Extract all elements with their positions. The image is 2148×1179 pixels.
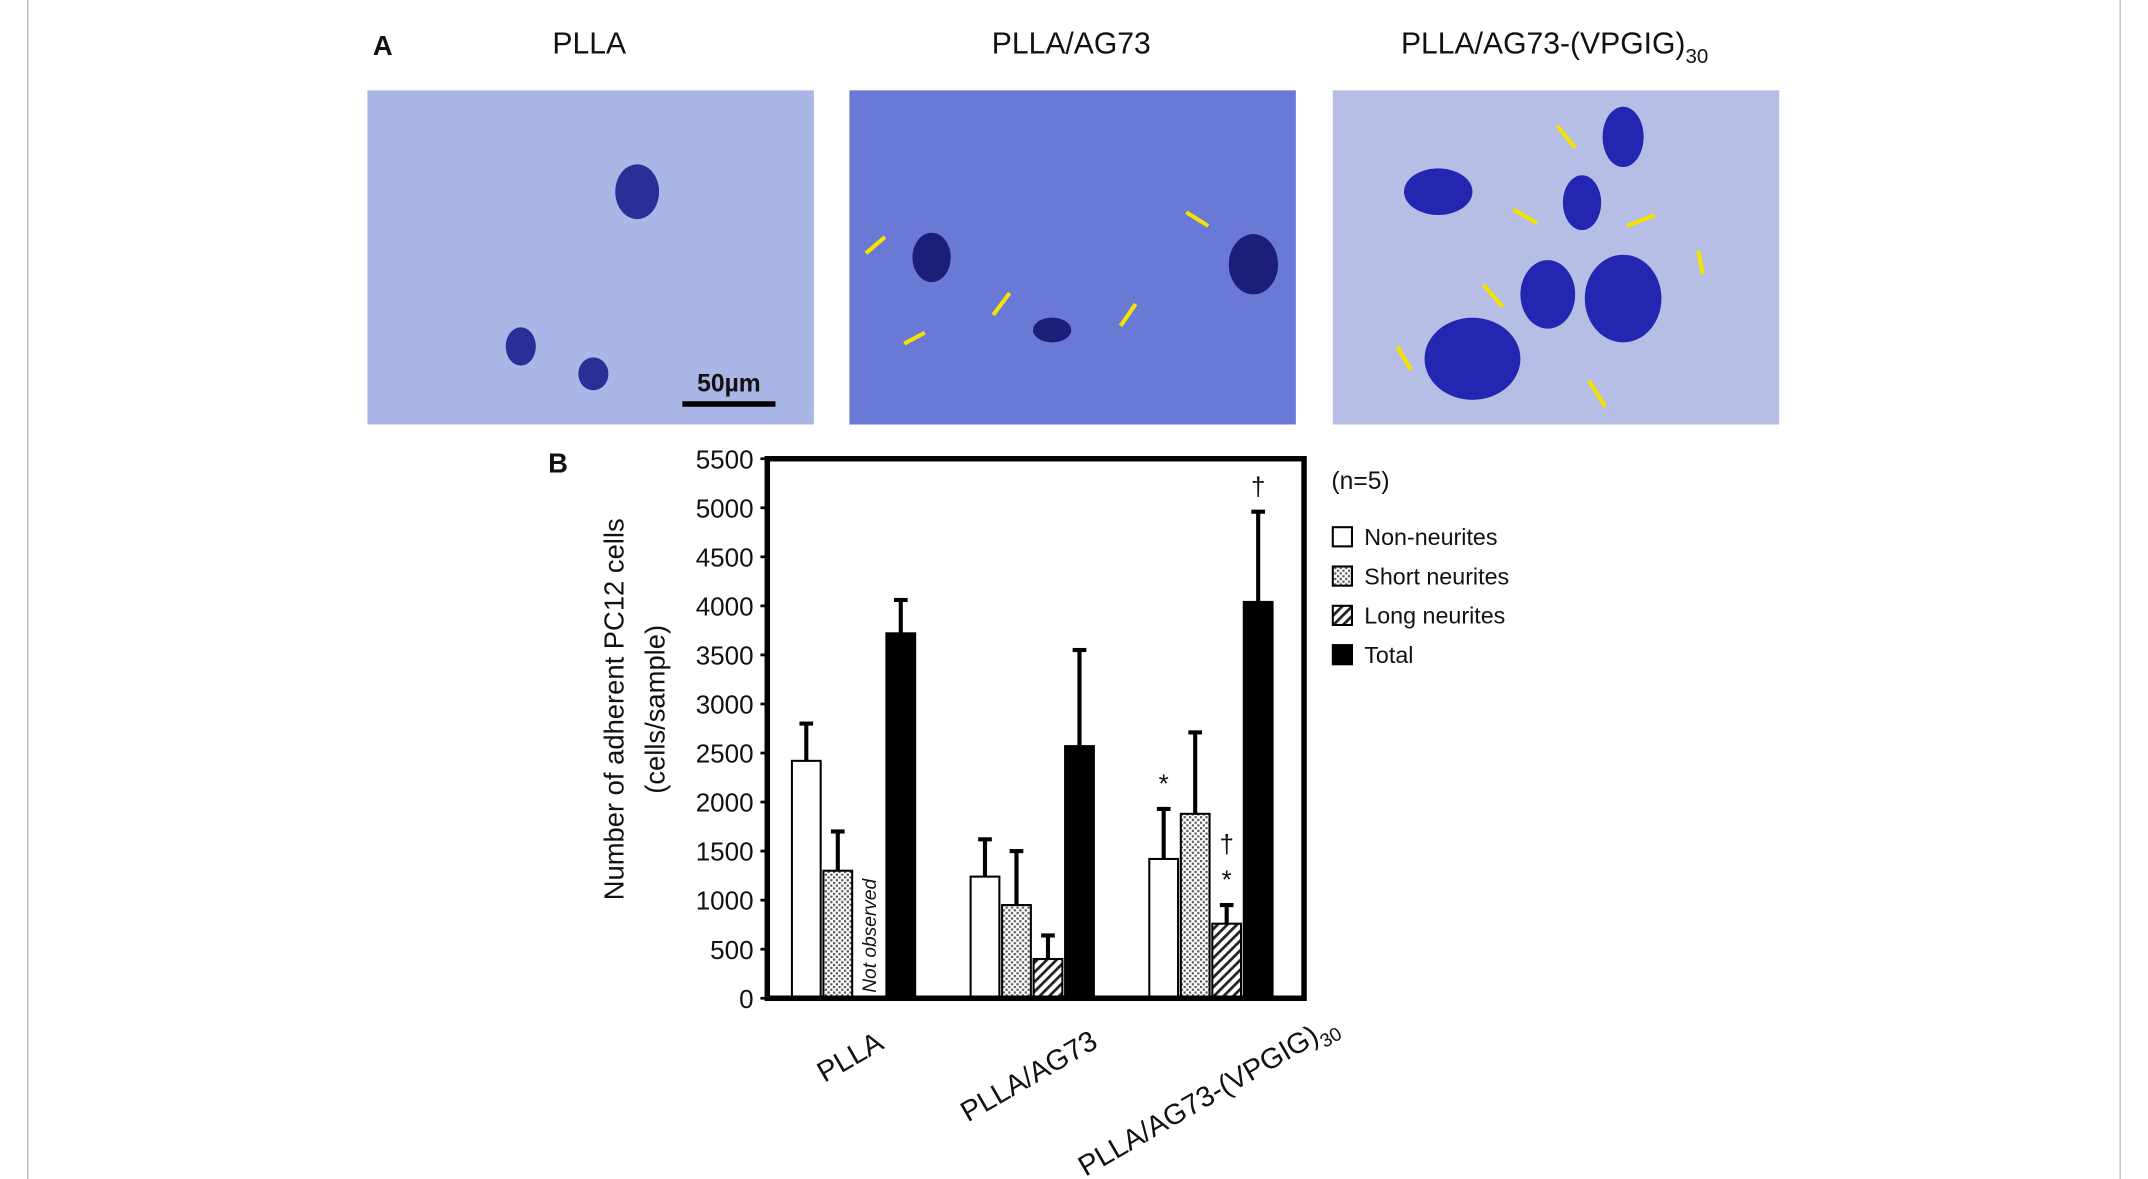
y-tick-label: 500 xyxy=(710,935,753,965)
annotation: † xyxy=(1251,471,1265,501)
bar xyxy=(1001,904,1032,1000)
x-tick-label: PLLA/AG73-(VPGIG)30 xyxy=(1073,1009,1346,1179)
category-text: PLLA/AG73-(VPGIG) xyxy=(1073,1019,1324,1179)
category-text: PLLA xyxy=(812,1026,890,1089)
y-axis-label: (cells/sample) xyxy=(640,625,671,794)
note: (n=5) xyxy=(1331,468,1389,495)
y-tick-label: 5000 xyxy=(696,493,754,523)
y-tick-label: 4000 xyxy=(696,591,754,621)
x-tick-label: PLLA/AG73 xyxy=(955,1025,1103,1129)
legend-label: Total xyxy=(1364,642,1413,668)
legend-swatch xyxy=(1331,565,1354,587)
y-tick-label: 1000 xyxy=(696,886,754,916)
panel-label: A xyxy=(373,30,393,61)
legend-swatch xyxy=(1331,644,1354,666)
x-tick-label: PLLA xyxy=(812,1026,890,1089)
bar xyxy=(790,759,822,1000)
panel-title: PLLA/AG73-(VPGIG)30 xyxy=(1401,27,1708,68)
legend-label: Non-neurites xyxy=(1364,524,1497,550)
y-tick-label: 5500 xyxy=(696,444,754,474)
annotation: * xyxy=(1222,865,1232,895)
annotation: * xyxy=(1159,768,1169,798)
y-tick-label: 2500 xyxy=(696,739,754,769)
legend-label: Long neurites xyxy=(1364,603,1505,629)
y-tick-label: 3500 xyxy=(696,641,754,671)
y-tick-label: 4500 xyxy=(696,542,754,572)
panel-label: B xyxy=(548,447,568,478)
y-tick-label: 3000 xyxy=(696,690,754,720)
plot-frame xyxy=(764,455,1307,1001)
y-tick-label: 0 xyxy=(739,984,753,1014)
bar xyxy=(969,875,1001,1000)
category-text: PLLA/AG73 xyxy=(955,1025,1103,1129)
panel-title: PLLA xyxy=(552,27,627,60)
bar xyxy=(1032,957,1064,1000)
y-axis-label: Number of adherent PC12 cells xyxy=(598,518,629,900)
bar xyxy=(1179,812,1211,1000)
bar xyxy=(822,869,854,1000)
y-tick-label: 2000 xyxy=(696,788,754,818)
bar xyxy=(1242,600,1274,1000)
panel-title: PLLA/AG73 xyxy=(992,27,1151,60)
micrograph xyxy=(849,90,1296,425)
missing-label: Not observed xyxy=(860,877,881,992)
annotation: † xyxy=(1219,829,1233,859)
bar xyxy=(885,632,917,1000)
bar xyxy=(1064,745,1095,1000)
y-tick-label: 1500 xyxy=(696,837,754,867)
micrograph: 50µm xyxy=(367,90,814,425)
scale-bar-label: 50µm xyxy=(697,371,760,398)
legend-label: Short neurites xyxy=(1364,563,1509,589)
legend-swatch xyxy=(1331,526,1354,548)
micrograph xyxy=(1332,90,1780,425)
bar xyxy=(1148,857,1180,1000)
legend-swatch xyxy=(1331,604,1354,626)
bar xyxy=(1211,922,1243,1000)
